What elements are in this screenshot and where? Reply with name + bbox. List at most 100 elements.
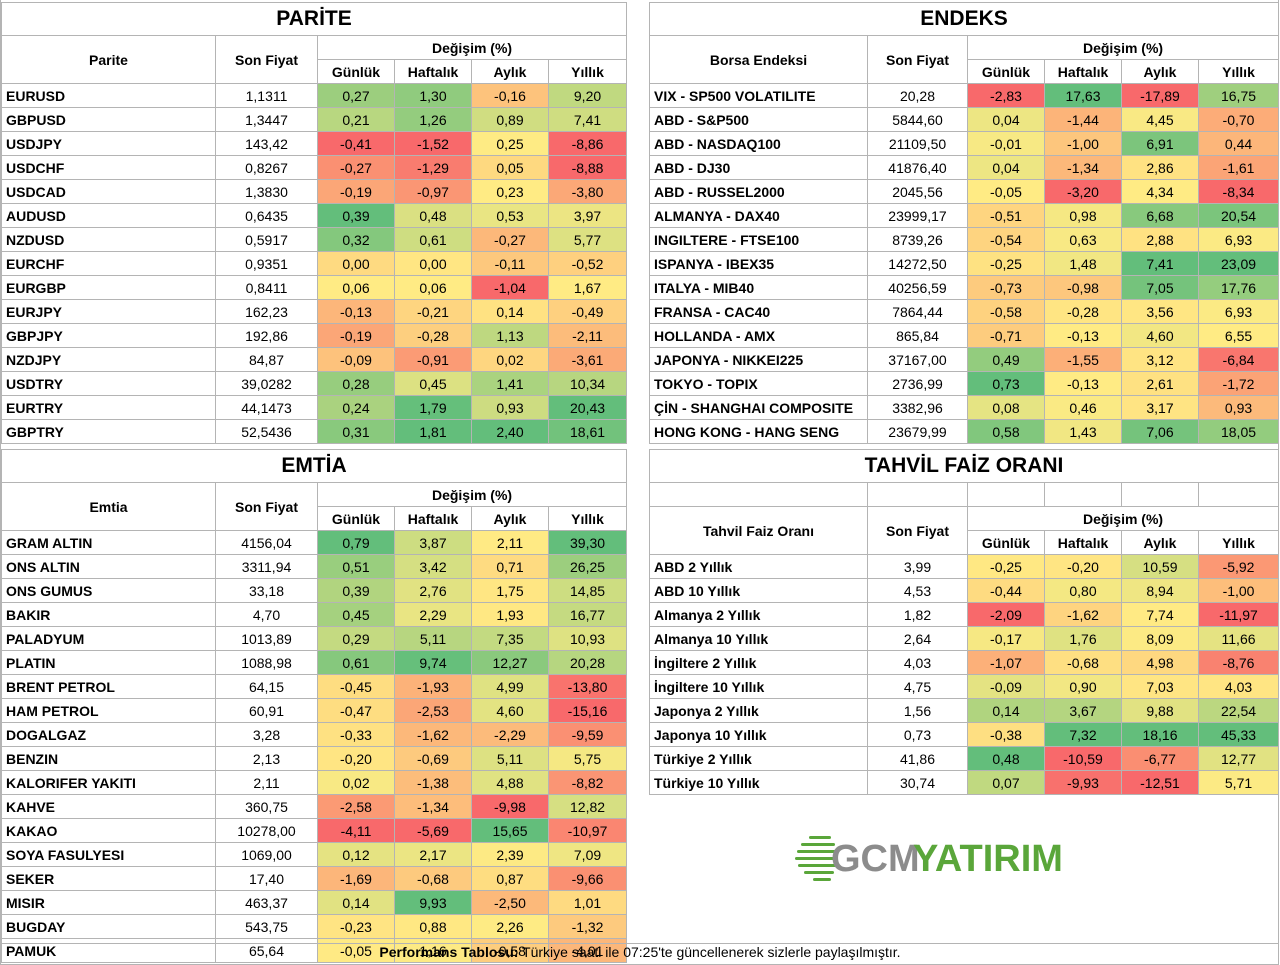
parite-row-monthly-change: 0,89: [471, 107, 549, 132]
tahvil-row: ABD 2 Yıllık 3,99 -0,25 -0,20 10,59 -5,92: [649, 554, 1280, 579]
parite-row: AUDUSD 0,6435 0,39 0,48 0,53 3,97: [1, 203, 628, 228]
parite-row-name: USDCAD: [1, 179, 216, 204]
frame-line: [0, 943, 1279, 944]
endeks-row: HOLLANDA - AMX 865,84 -0,71 -0,13 4,60 6,55: [649, 323, 1280, 348]
tahvil-row-name: Japonya 2 Yıllık: [649, 698, 868, 723]
tahvil-row-weekly-change: 0,80: [1044, 578, 1122, 603]
parite-col-monthly: Aylık: [471, 59, 549, 84]
emtia-title: EMTİA: [0, 449, 628, 483]
parite-row-name: NZDJPY: [1, 347, 216, 372]
tahvil-row: Türkiye 2 Yıllık 41,86 0,48 -10,59 -6,77 12,7…: [649, 746, 1280, 771]
endeks-row-name: HOLLANDA - AMX: [649, 323, 868, 348]
emtia-row: SEKER 17,40 -1,69 -0,68 0,87 -9,66: [1, 866, 628, 891]
parite-row-monthly-change: 2,40: [471, 419, 549, 444]
endeks-row-price: 14272,50: [867, 251, 968, 276]
tahvil-row-weekly-change: 7,32: [1044, 722, 1122, 747]
endeks-row-price: 21109,50: [867, 131, 968, 156]
emtia-row-monthly-change: 0,87: [471, 866, 549, 891]
tahvil-row-daily-change: 0,48: [967, 746, 1045, 771]
endeks-row: ISPANYA - IBEX35 14272,50 -0,25 1,48 7,41 23,…: [649, 251, 1280, 276]
endeks-row-monthly-change: 4,45: [1121, 107, 1199, 132]
logo-text-yatirim: YATIRIM: [913, 838, 1063, 880]
tahvil-row-yearly-change: 12,77: [1197, 746, 1280, 771]
tahvil-row-daily-change: -1,07: [967, 650, 1045, 675]
endeks-row-yearly-change: -0,70: [1197, 107, 1280, 132]
parite-row-price: 84,87: [215, 347, 318, 372]
endeks-row-daily-change: 0,73: [967, 371, 1045, 396]
footer-note: Performans Tablosu: Türkiye saati ile 07…: [0, 944, 1280, 960]
emtia-row-yearly-change: 10,93: [547, 626, 628, 651]
endeks-row-weekly-change: 1,43: [1044, 419, 1122, 444]
endeks-row-name: FRANSA - CAC40: [649, 299, 868, 324]
tahvil-row-daily-change: 0,07: [967, 770, 1045, 795]
endeks-row-yearly-change: 6,93: [1197, 299, 1280, 324]
endeks-row-monthly-change: 4,60: [1121, 323, 1199, 348]
endeks-row-yearly-change: -1,61: [1197, 155, 1280, 180]
parite-row-name: GBPTRY: [1, 419, 216, 444]
emtia-row-weekly-change: -5,69: [394, 818, 472, 843]
emtia-row-weekly-change: 2,76: [394, 578, 472, 603]
endeks-row-weekly-change: -3,20: [1044, 179, 1122, 204]
endeks-row: INGILTERE - FTSE100 8739,26 -0,54 0,63 2,88 6…: [649, 227, 1280, 252]
parite-row-price: 0,5917: [215, 227, 318, 252]
tahvil-row-daily-change: -0,09: [967, 674, 1045, 699]
tahvil-row: ABD 10 Yıllık 4,53 -0,44 0,80 8,94 -1,00: [649, 578, 1280, 603]
parite-row-name: EURCHF: [1, 251, 216, 276]
endeks-row-price: 8739,26: [867, 227, 968, 252]
tahvil-row-price: 30,74: [867, 770, 968, 795]
parite-row-price: 52,5436: [215, 419, 318, 444]
emtia-row-price: 10278,00: [215, 818, 318, 843]
parite-row: GBPUSD 1,3447 0,21 1,26 0,89 7,41: [1, 107, 628, 132]
endeks-row-name: INGILTERE - FTSE100: [649, 227, 868, 252]
emtia-row-price: 4156,04: [215, 530, 318, 555]
parite-row-yearly-change: -2,11: [547, 323, 628, 348]
endeks-row-price: 7864,44: [867, 299, 968, 324]
emtia-row-daily-change: 0,12: [317, 842, 395, 867]
tahvil-row-monthly-change: -12,51: [1121, 770, 1199, 795]
tahvil-row-yearly-change: -11,97: [1197, 602, 1280, 627]
endeks-row: JAPONYA - NIKKEI225 37167,00 0,49 -1,55 3,12…: [649, 347, 1280, 372]
emtia-col-change: Değişim (%): [316, 482, 628, 507]
endeks-row-yearly-change: 23,09: [1197, 251, 1280, 276]
emtia-row-monthly-change: 12,27: [471, 650, 549, 675]
emtia-col-weekly: Haftalık: [394, 506, 472, 531]
parite-row-price: 44,1473: [215, 395, 318, 420]
parite-row-price: 0,6435: [215, 203, 318, 228]
endeks-row-weekly-change: -0,98: [1044, 275, 1122, 300]
emtia-row-yearly-change: -1,32: [547, 914, 628, 939]
emtia-table: EMTİA Emtia Son Fiyat Değişim (%) Günlük…: [0, 449, 628, 963]
endeks-row-weekly-change: -1,44: [1044, 107, 1122, 132]
emtia-row-name: BUGDAY: [1, 914, 216, 939]
endeks-row-daily-change: -0,01: [967, 131, 1045, 156]
tahvil-row-weekly-change: -10,59: [1044, 746, 1122, 771]
tahvil-row: Almanya 10 Yıllık 2,64 -0,17 1,76 8,09 11,66: [649, 626, 1280, 651]
tahvil-col-daily: Günlük: [967, 530, 1045, 555]
parite-row-monthly-change: 0,25: [471, 131, 549, 156]
tahvil-row-monthly-change: 18,16: [1121, 722, 1199, 747]
tahvil-row-yearly-change: -5,92: [1197, 554, 1280, 579]
endeks-row-name: ISPANYA - IBEX35: [649, 251, 868, 276]
parite-row-daily-change: 0,32: [317, 227, 395, 252]
tahvil-row-monthly-change: 4,98: [1121, 650, 1199, 675]
emtia-row-monthly-change: 5,11: [471, 746, 549, 771]
endeks-row-daily-change: 0,04: [967, 155, 1045, 180]
tahvil-col-name: Tahvil Faiz Oranı: [649, 506, 868, 555]
parite-table: PARİTE Parite Son Fiyat Değişim (%) Günl…: [0, 2, 628, 444]
emtia-row-name: HAM PETROL: [1, 698, 216, 723]
parite-row-name: USDTRY: [1, 371, 216, 396]
emtia-row-yearly-change: -8,82: [547, 770, 628, 795]
endeks-row-yearly-change: 0,44: [1197, 131, 1280, 156]
endeks-row: ALMANYA - DAX40 23999,17 -0,51 0,98 6,68 20,5…: [649, 203, 1280, 228]
emtia-row-daily-change: -2,58: [317, 794, 395, 819]
parite-row: EURUSD 1,1311 0,27 1,30 -0,16 9,20: [1, 83, 628, 108]
parite-row-price: 1,3830: [215, 179, 318, 204]
emtia-row-yearly-change: -13,80: [547, 674, 628, 699]
endeks-row-name: ALMANYA - DAX40: [649, 203, 868, 228]
endeks-row-price: 23679,99: [867, 419, 968, 444]
endeks-row-monthly-change: 3,12: [1121, 347, 1199, 372]
tahvil-row-monthly-change: 8,94: [1121, 578, 1199, 603]
emtia-row-price: 1069,00: [215, 842, 318, 867]
parite-row-daily-change: 0,31: [317, 419, 395, 444]
parite-row-weekly-change: -0,97: [394, 179, 472, 204]
endeks-row-name: ABD - S&P500: [649, 107, 868, 132]
